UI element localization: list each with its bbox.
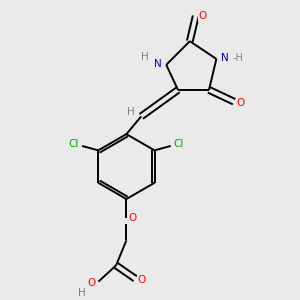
Text: N: N: [221, 53, 229, 63]
Text: O: O: [138, 275, 146, 285]
Text: O: O: [236, 98, 245, 108]
Text: H: H: [127, 107, 135, 117]
Text: H: H: [78, 288, 86, 298]
Text: -H: -H: [232, 53, 243, 63]
Text: Cl: Cl: [69, 140, 79, 149]
Text: Cl: Cl: [174, 140, 184, 149]
Text: O: O: [198, 11, 206, 21]
Text: O: O: [129, 213, 137, 223]
Text: H: H: [141, 52, 149, 62]
Text: O: O: [88, 278, 96, 288]
Text: N: N: [154, 59, 162, 69]
